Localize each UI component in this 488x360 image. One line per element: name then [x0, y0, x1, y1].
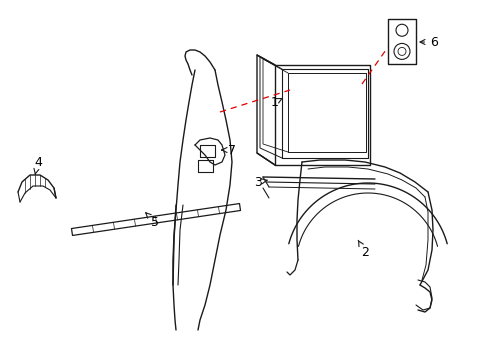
Text: 7: 7 [222, 144, 236, 157]
Text: 3: 3 [254, 176, 267, 189]
Text: 5: 5 [145, 213, 159, 229]
Text: 4: 4 [34, 156, 42, 174]
Text: 6: 6 [419, 36, 437, 49]
Text: 2: 2 [357, 240, 368, 258]
Text: 1: 1 [270, 95, 282, 108]
